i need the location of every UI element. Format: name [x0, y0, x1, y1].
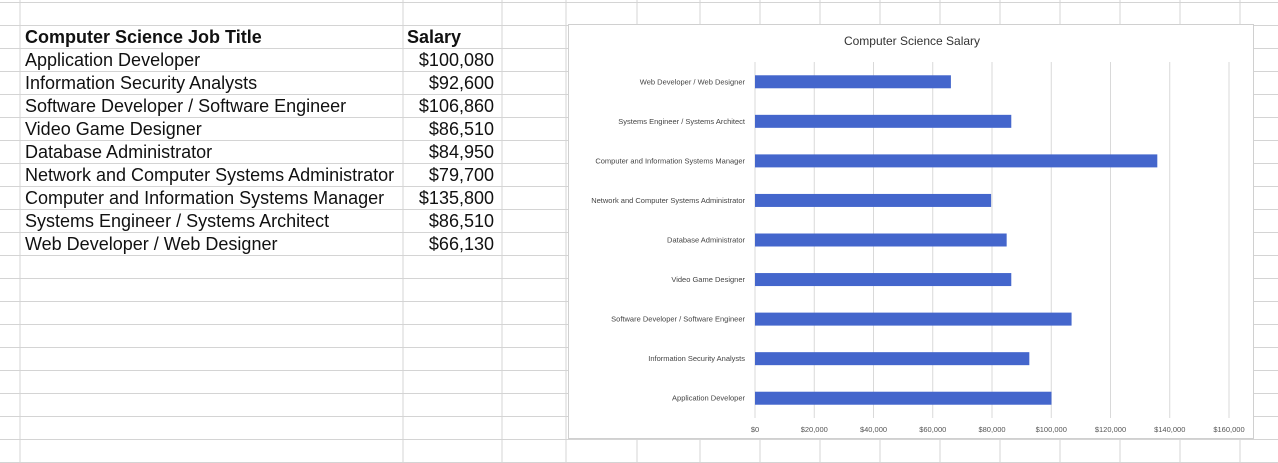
x-tick-label: $20,000	[801, 425, 828, 434]
cell-salary[interactable]: $92,600	[428, 73, 494, 93]
chart-title: Computer Science Salary	[844, 34, 980, 48]
y-category-label: Video Game Designer	[671, 275, 745, 284]
bar[interactable]	[755, 391, 1052, 405]
y-category-label: Database Administrator	[667, 236, 745, 245]
bar[interactable]	[755, 273, 1012, 287]
cell-salary[interactable]: $100,080	[418, 50, 494, 70]
bar[interactable]	[755, 193, 992, 207]
cell-job-title[interactable]: Database Administrator	[25, 142, 213, 162]
x-tick-label: $100,000	[1036, 425, 1067, 434]
cell-salary[interactable]: $86,510	[428, 211, 494, 231]
cell-job-title[interactable]: Systems Engineer / Systems Architect	[25, 211, 330, 231]
bar[interactable]	[755, 312, 1072, 326]
cell-salary[interactable]: $86,510	[428, 119, 494, 139]
x-tick-label: $120,000	[1095, 425, 1126, 434]
cell-job-title[interactable]: Video Game Designer	[25, 119, 202, 139]
bar[interactable]	[755, 114, 1012, 128]
header-job-title[interactable]: Computer Science Job Title	[25, 27, 262, 47]
bar[interactable]	[755, 233, 1007, 247]
x-tick-label: $80,000	[978, 425, 1005, 434]
y-category-label: Application Developer	[672, 394, 745, 403]
bar[interactable]	[755, 154, 1158, 168]
y-category-label: Web Developer / Web Designer	[640, 77, 746, 86]
cell-job-title[interactable]: Software Developer / Software Engineer	[25, 96, 347, 116]
cell-salary[interactable]: $66,130	[428, 234, 494, 254]
y-category-label: Software Developer / Software Engineer	[611, 315, 745, 324]
cell-job-title[interactable]: Computer and Information Systems Manager	[25, 188, 385, 208]
y-category-label: Network and Computer Systems Administrat…	[591, 196, 745, 205]
x-tick-label: $60,000	[919, 425, 946, 434]
header-salary[interactable]: Salary	[407, 27, 462, 47]
y-category-label: Systems Engineer / Systems Architect	[618, 117, 746, 126]
y-category-label: Information Security Analysts	[648, 354, 745, 363]
cell-salary[interactable]: $106,860	[418, 96, 494, 116]
cell-salary[interactable]: $135,800	[418, 188, 494, 208]
cell-salary[interactable]: $84,950	[428, 142, 494, 162]
cell-job-title[interactable]: Information Security Analysts	[25, 73, 258, 93]
chart-container[interactable]: Computer Science Salary $0 $20,000 $40,000 $…	[568, 24, 1254, 439]
cell-job-title[interactable]: Application Developer	[25, 50, 201, 70]
cell-salary[interactable]: $79,700	[428, 165, 494, 185]
cell-job-title[interactable]: Web Developer / Web Designer	[25, 234, 278, 254]
bar[interactable]	[755, 352, 1030, 366]
x-tick-label: $140,000	[1154, 425, 1185, 434]
x-tick-label: $160,000	[1213, 425, 1244, 434]
bar[interactable]	[755, 75, 951, 89]
cell-job-title[interactable]: Network and Computer Systems Administrat…	[25, 165, 395, 185]
salary-bar-chart: Computer Science Salary $0 $20,000 $40,000 $…	[591, 34, 1244, 434]
x-tick-label: $0	[751, 425, 759, 434]
y-category-label: Computer and Information Systems Manager	[595, 156, 745, 165]
x-tick-label: $40,000	[860, 425, 887, 434]
